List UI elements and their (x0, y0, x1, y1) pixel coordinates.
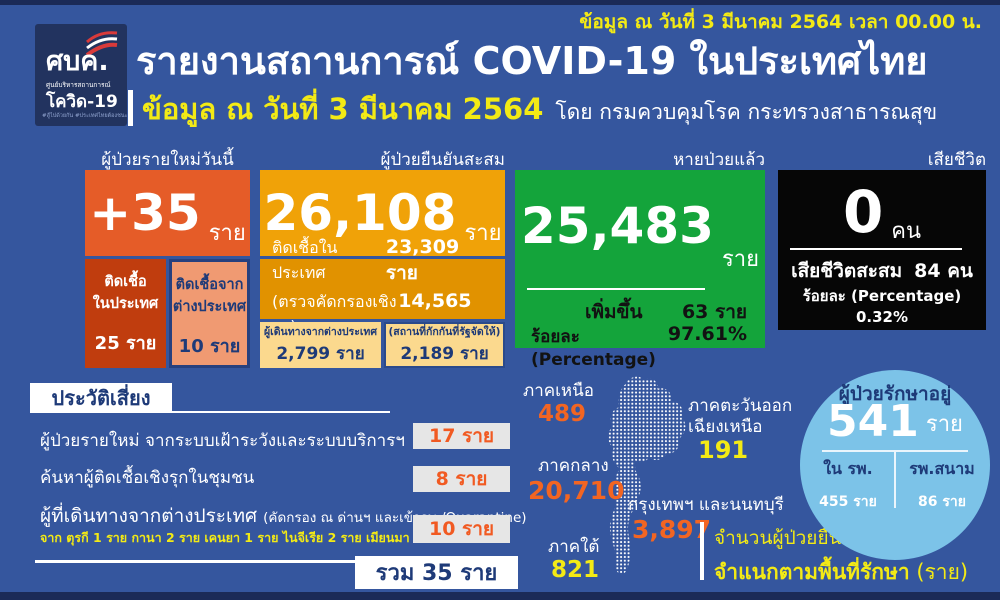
recovered-percent-value: 97.61% (667, 323, 747, 345)
region-bangkok-label: กรุงเทพฯ และนนทบุรี (628, 495, 784, 515)
field-hospital-label: รพ.สนาม (909, 459, 975, 478)
imported-label-line2: ต่างประเทศ (172, 299, 247, 316)
region-north-value: 489 (538, 401, 587, 427)
logo-disease-name: โควิด-19 (46, 92, 118, 112)
cumulative-value: 26,108 (263, 184, 457, 242)
deaths-cumulative-value: 84 คน (914, 260, 973, 282)
treating-unit: ราย (925, 412, 963, 437)
imported-value: 10 ราย (178, 335, 241, 357)
map-caption-unit: (ราย) (909, 560, 969, 584)
subtitle-source: โดย กรมควบคุมโรค กระทรวงสาธารณสุข (555, 100, 938, 124)
subtitle-date: ข้อมูล ณ วันที่ 3 มีนาคม 2564 (142, 92, 544, 126)
in-hospital-label: ใน รพ. (823, 459, 873, 478)
travelers-box: ผู้เดินทางจากต่างประเทศ 2,799 ราย (260, 322, 381, 368)
new-cases-unit: ราย (208, 221, 246, 246)
deaths-cumulative-label: เสียชีวิตสะสม (791, 260, 903, 282)
treating-vline (894, 450, 896, 508)
domestic-infection-box: ติดเชื้อ ในประเทศ 25 ราย (85, 259, 166, 368)
region-bangkok-value: 3,897 (632, 515, 712, 544)
map-caption-line2: จำแนกตามพื้นที่รักษา (714, 560, 910, 584)
recovered-increase-value: 63 ราย (681, 301, 747, 323)
cumulative-card-title: ผู้ป่วยยืนยันสะสม (380, 150, 505, 170)
risk-history-heading: ประวัติเสี่ยง (30, 383, 172, 413)
logo-tagline: #สู้ไปด้วยกัน #ประเทศไทยต้องชนะ (42, 113, 128, 119)
travelers-label: ผู้เดินทางจากต่างประเทศ (263, 326, 378, 338)
region-south-label: ภาคใต้ (548, 537, 600, 557)
updated-timestamp: ข้อมูล ณ วันที่ 3 มีนาคม 2564 เวลา 00.00… (579, 11, 982, 33)
page-title: รายงานสถานการณ์ COVID-19 ในประเทศไทย (136, 39, 928, 83)
risk-travelers-countries: จาก ตุรกี 1 ราย กานา 2 ราย เคนยา 1 ราย ไ… (40, 530, 449, 545)
risk-row-surveillance-value: 17 ราย (413, 423, 510, 449)
region-south-value: 821 (551, 557, 600, 583)
risk-total-line (35, 560, 355, 563)
deaths-divider (790, 248, 962, 250)
quarantine-label: (สถานที่กักกันที่รัฐจัดให้) (388, 326, 501, 338)
thai-flag-swoosh-icon (85, 31, 118, 57)
treating-circle: ผู้ป่วยรักษาอยู่ 541 ราย ใน รพ. 455 ราย … (800, 370, 990, 560)
cumulative-value-box: 26,108 ราย (260, 170, 505, 256)
subtitle-divider (128, 90, 133, 126)
deaths-box: 0 คน (778, 170, 986, 330)
deaths-value: 0 (842, 178, 884, 246)
deaths-percent-label: ร้อยละ (Percentage) (802, 287, 962, 305)
bottom-strip (0, 592, 1000, 600)
region-north-label: ภาคเหนือ (523, 381, 594, 401)
recovered-unit: ราย (721, 247, 759, 272)
cumulative-unit: ราย (464, 221, 502, 246)
new-cases-card-title: ผู้ป่วยรายใหม่วันนี้ (101, 150, 234, 170)
risk-row-proactive-label: ค้นหาผู้ติดเชื้อเชิงรุกในชุมชน (40, 468, 255, 488)
risk-heading-underline (30, 411, 390, 413)
new-cases-value: +35 (89, 184, 201, 242)
recovered-card-title: หายป่วยแล้ว (673, 150, 765, 170)
top-strip (0, 0, 1000, 5)
deaths-card-title: เสียชีวิต (927, 150, 986, 170)
treating-title: ผู้ป่วยรักษาอยู่ (838, 383, 952, 405)
recovered-box: 25,483 ราย (515, 170, 765, 348)
recovered-divider (527, 288, 705, 290)
map-caption-bar (700, 522, 704, 580)
travelers-value: 2,799 ราย (276, 344, 365, 364)
quarantine-value: 2,189 ราย (400, 344, 489, 364)
risk-total-box: รวม 35 ราย (355, 556, 518, 589)
thailand-map (608, 376, 686, 575)
region-northeast-label: ภาคตะวันออก เฉียงเหนือ (688, 396, 793, 438)
quarantine-box: (สถานที่กักกันที่รัฐจัดให้) 2,189 ราย (384, 322, 505, 368)
domestic-value: 25 ราย (94, 332, 157, 354)
treating-value: 541 (827, 396, 919, 447)
imported-label-line1: ติดเชื้อจาก (175, 277, 244, 293)
cum-domestic-label: ติดเชื้อในประเทศ (272, 238, 338, 282)
subtitle: ข้อมูล ณ วันที่ 3 มีนาคม 2564 โดย กรมควบ… (142, 86, 937, 132)
field-hospital-value: 86 ราย (918, 494, 966, 510)
deaths-percent-value: 0.32% (855, 308, 909, 326)
logo-abbr: ศบค. (46, 46, 109, 77)
region-central-value: 20,710 (528, 476, 625, 505)
in-hospital-value: 455 ราย (819, 494, 877, 510)
map-caption: จำนวนผู้ป่วยยืนยัน จำแนกตามพื้นที่รักษา … (714, 523, 968, 589)
region-northeast-value: 191 (698, 436, 749, 464)
logo-org-name: ศูนย์บริหารสถานการณ์ (46, 81, 111, 89)
domestic-label-line2: ในประเทศ (92, 296, 159, 313)
domestic-label-line1: ติดเชื้อ (104, 274, 147, 290)
risk-row-travelers-value: 10 ราย (413, 515, 510, 543)
deaths-unit: คน (891, 219, 922, 244)
recovered-increase-label: เพิ่มขึ้น (585, 301, 643, 323)
cum-domestic-value: 23,309 ราย (385, 236, 460, 284)
risk-travelers-main-label: ผู้ที่เดินทางจากต่างประเทศ (40, 505, 264, 527)
recovered-value: 25,483 (520, 197, 714, 255)
ccsa-logo: ศบค. ศูนย์บริหารสถานการณ์ โควิด-19 #สู้ไ… (35, 24, 128, 126)
recovered-percent-label: ร้อยละ (Percentage) (531, 327, 656, 370)
new-cases-value-box: +35 ราย (85, 170, 250, 256)
imported-infection-box: ติดเชื้อจาก ต่างประเทศ 10 ราย (169, 259, 250, 368)
risk-row-proactive-value: 8 ราย (413, 466, 510, 492)
risk-row-surveillance-label: ผู้ป่วยรายใหม่ จากระบบเฝ้าระวังและระบบบร… (40, 431, 405, 451)
cumulative-breakdown-box: ติดเชื้อในประเทศ 23,309 ราย (ตรวจคัดกรอง… (260, 236, 505, 338)
region-central-label: ภาคกลาง (538, 456, 609, 476)
